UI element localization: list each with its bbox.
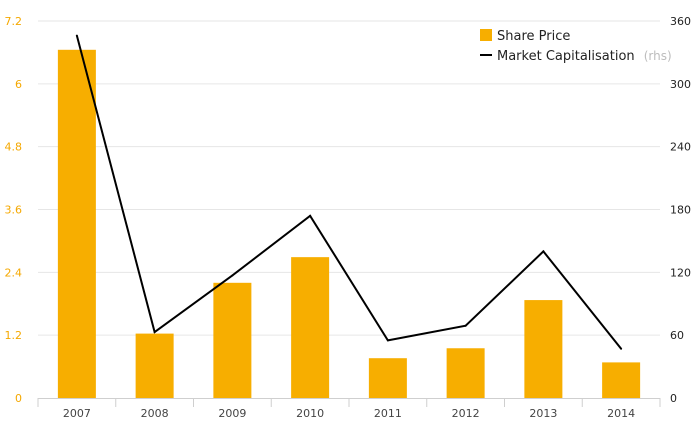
- line-point-2010: [309, 214, 312, 217]
- x-tick-label: 2011: [374, 407, 402, 420]
- legend-label-share-price: Share Price: [497, 29, 570, 44]
- right-tick-label: 360: [670, 15, 691, 28]
- line-market-capitalisation: [75, 35, 622, 350]
- left-tick-label: 0: [15, 392, 22, 405]
- legend-label-rhs: (rhs): [644, 49, 672, 63]
- x-tick-label: 2009: [218, 407, 246, 420]
- line-point-2014: [620, 347, 623, 350]
- bar-2010: [291, 257, 330, 398]
- x-tick-label: 2010: [296, 407, 324, 420]
- left-tick-label: 7.2: [5, 15, 23, 28]
- right-tick-label: 180: [670, 204, 691, 217]
- right-tick-label: 120: [670, 266, 691, 279]
- bar-series-share-price: [57, 49, 641, 398]
- bar-2013: [524, 300, 563, 398]
- bar-2009: [213, 282, 252, 398]
- bar-2008: [135, 333, 174, 398]
- line-point-2012: [464, 324, 467, 327]
- x-tick-label: 2012: [452, 407, 480, 420]
- right-tick-label: 240: [670, 141, 691, 154]
- line-point-2007: [75, 34, 78, 37]
- x-tick-label: 2007: [63, 407, 91, 420]
- x-tick-label: 2008: [141, 407, 169, 420]
- right-axis-ticks: 0 60 120 180 240 300 360: [670, 15, 691, 405]
- line-point-2008: [153, 331, 156, 334]
- gridlines: [38, 20, 660, 336]
- right-tick-label: 300: [670, 78, 691, 91]
- bar-2014: [602, 362, 641, 398]
- legend-label-market-capitalisation: Market Capitalisation: [497, 49, 635, 64]
- line-point-2009: [231, 274, 234, 277]
- line-point-2011: [386, 339, 389, 342]
- line-point-2013: [542, 250, 545, 253]
- legend-label-market-capitalisation-group: Market Capitalisation (rhs): [497, 45, 672, 64]
- left-tick-label: 1.2: [5, 329, 23, 342]
- right-tick-label: 0: [670, 392, 677, 405]
- right-tick-label: 60: [670, 329, 684, 342]
- left-tick-label: 4.8: [5, 141, 23, 154]
- bar-2007: [57, 49, 96, 398]
- line-series-market-capitalisation: [75, 34, 623, 350]
- left-axis-ticks: 0 1.2 2.4 3.6 4.8 6 7.2: [5, 15, 23, 405]
- x-axis: 2007 2008 2009 2010 2011 2012 2013 2014: [37, 398, 661, 420]
- bar-2011: [368, 358, 407, 398]
- bar-2012: [446, 348, 485, 398]
- x-tick-label: 2014: [607, 407, 635, 420]
- left-tick-label: 2.4: [5, 266, 23, 279]
- left-tick-label: 3.6: [5, 204, 23, 217]
- left-tick-label: 6: [15, 78, 22, 91]
- legend-swatch-share-price: [480, 29, 492, 41]
- legend: Share Price Market Capitalisation (rhs): [480, 29, 672, 64]
- x-tick-label: 2013: [529, 407, 557, 420]
